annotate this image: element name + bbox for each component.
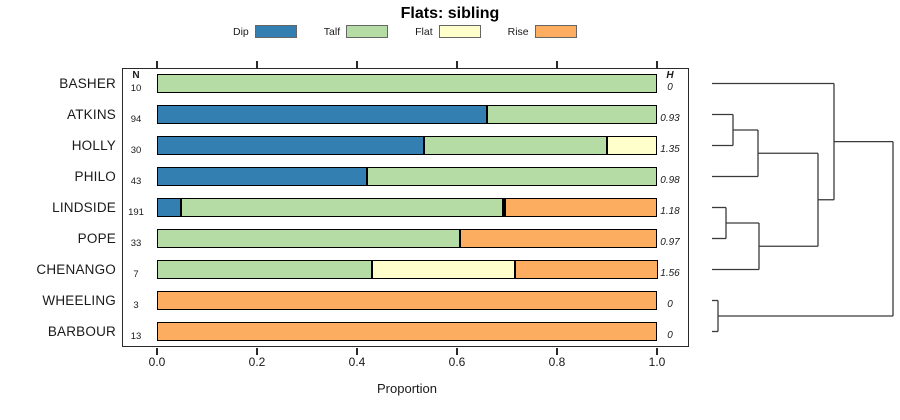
bar-segment-rise <box>460 229 657 248</box>
n-column-header: N <box>132 70 140 81</box>
chart-title: Flats: sibling <box>400 5 500 22</box>
top-tick <box>156 60 158 68</box>
row-label-basher: BASHER <box>59 76 116 91</box>
tick-label: 1.0 <box>648 355 666 369</box>
legend-swatch-talf <box>346 25 389 38</box>
bar-segment-talf <box>157 260 372 279</box>
bar-segment-talf <box>157 74 657 93</box>
h-value: 1.18 <box>660 206 680 217</box>
tick-label: 0.2 <box>248 355 266 369</box>
n-value: 7 <box>133 269 139 280</box>
tick-label: 0.8 <box>548 355 566 369</box>
bar-segment-flat <box>502 198 505 217</box>
bar-row-basher <box>157 74 657 93</box>
legend-item-dip: Dip <box>233 25 297 38</box>
legend-item-flat: Flat <box>415 25 481 38</box>
row-label-atkins: ATKINS <box>67 107 116 122</box>
bottom-tick <box>656 347 658 355</box>
n-value: 43 <box>130 176 142 187</box>
h-value: 0.97 <box>660 237 680 248</box>
n-value: 191 <box>128 207 144 218</box>
h-value: 0.93 <box>660 113 680 124</box>
plot-frame <box>122 68 689 347</box>
bar-segment-flat <box>607 136 657 155</box>
row-label-holly: HOLLY <box>71 138 116 153</box>
bar-segment-dip <box>157 198 181 217</box>
row-label-wheeling: WHEELING <box>42 293 116 308</box>
bar-segment-flat <box>371 260 515 279</box>
bar-segment-talf <box>366 167 657 186</box>
bar-segment-talf <box>423 136 607 155</box>
bar-row-atkins <box>157 105 657 124</box>
top-tick <box>356 60 358 68</box>
top-tick <box>456 60 458 68</box>
bar-row-barbour <box>157 322 657 341</box>
bar-segment-rise <box>157 322 657 341</box>
legend-item-rise: Rise <box>508 25 577 38</box>
row-label-philo: PHILO <box>74 169 116 184</box>
bar-segment-rise <box>514 260 658 279</box>
n-value: 30 <box>130 145 142 156</box>
top-tick <box>556 60 558 68</box>
bottom-tick <box>456 347 458 355</box>
legend-swatch-dip <box>254 25 297 38</box>
legend-label-flat: Flat <box>415 25 433 38</box>
bar-row-pope <box>157 229 657 248</box>
row-label-barbour: BARBOUR <box>47 324 116 339</box>
bar-row-philo <box>157 167 657 186</box>
tick-label: 0.4 <box>348 355 366 369</box>
legend-item-talf: Talf <box>323 25 389 38</box>
x-axis-label: Proportion <box>377 381 437 396</box>
top-tick <box>656 60 658 68</box>
h-value: 0.98 <box>660 175 680 186</box>
h-value: 0 <box>667 330 673 341</box>
legend-label-rise: Rise <box>507 25 529 38</box>
bar-segment-rise <box>157 291 657 310</box>
row-label-lindside: LINDSIDE <box>52 200 116 215</box>
n-value: 94 <box>130 114 142 125</box>
n-value: 33 <box>130 238 142 249</box>
h-value: 0 <box>667 82 673 93</box>
bar-segment-dip <box>157 136 424 155</box>
bar-row-wheeling <box>157 291 657 310</box>
bar-segment-dip <box>157 167 367 186</box>
bar-row-lindside <box>157 198 657 217</box>
legend: Dip Talf Flat Rise <box>233 25 577 38</box>
bar-segment-talf <box>180 198 503 217</box>
legend-label-talf: Talf <box>323 25 341 38</box>
legend-swatch-rise <box>534 25 577 38</box>
h-column-header: H <box>666 70 674 81</box>
tick-label: 0.0 <box>148 355 166 369</box>
legend-label-dip: Dip <box>233 25 249 38</box>
h-value: 1.35 <box>660 144 680 155</box>
n-value: 10 <box>130 83 142 94</box>
tick-label: 0.6 <box>448 355 466 369</box>
h-value: 0 <box>667 299 673 310</box>
legend-swatch-flat <box>438 25 481 38</box>
row-label-chenango: CHENANGO <box>36 262 116 277</box>
row-label-pope: POPE <box>77 231 116 246</box>
h-value: 1.56 <box>660 268 680 279</box>
n-value: 13 <box>130 331 142 342</box>
bar-segment-dip <box>157 105 487 124</box>
dendrogram <box>712 82 894 333</box>
bottom-tick <box>556 347 558 355</box>
bar-segment-talf <box>487 105 657 124</box>
bottom-tick <box>356 347 358 355</box>
bar-row-chenango <box>157 260 658 279</box>
bottom-tick <box>156 347 158 355</box>
n-value: 3 <box>133 300 139 311</box>
bar-segment-talf <box>157 229 460 248</box>
bottom-tick <box>256 347 258 355</box>
bar-row-holly <box>157 136 657 155</box>
top-tick <box>256 60 258 68</box>
bar-segment-rise <box>505 198 657 217</box>
